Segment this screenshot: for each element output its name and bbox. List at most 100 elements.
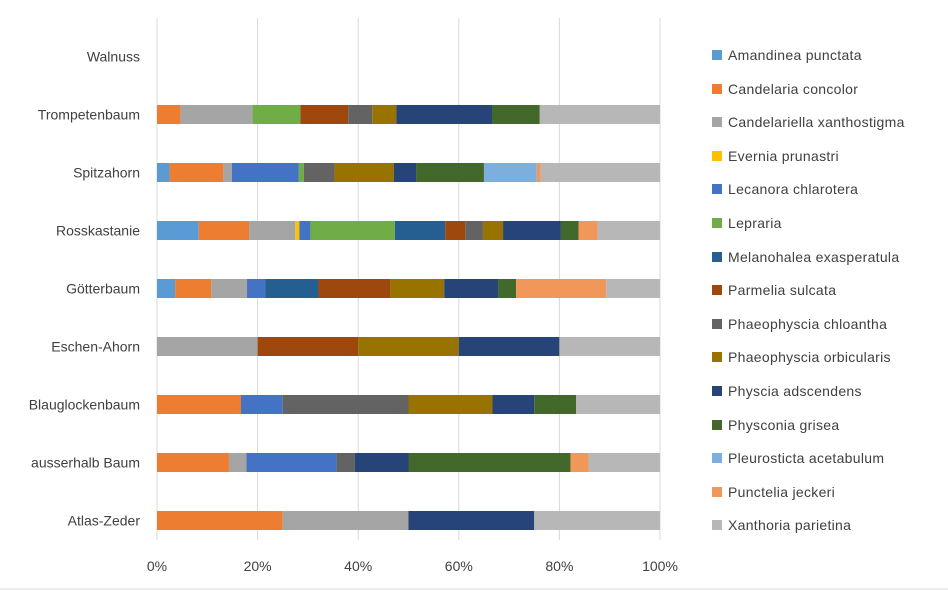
bar-segment — [157, 453, 229, 472]
legend-item: Evernia prunastri — [712, 146, 839, 166]
legend-swatch — [712, 50, 722, 60]
bar-segment — [445, 221, 466, 240]
bar-segment — [241, 395, 283, 414]
bar-segment — [257, 337, 359, 356]
bar-segment — [408, 453, 571, 472]
legend-label: Punctelia jeckeri — [728, 483, 836, 500]
bar-segment — [318, 279, 391, 298]
legend-item: Lepraria — [712, 213, 782, 233]
bar-segment — [300, 105, 349, 124]
bar-segment — [358, 337, 459, 356]
legend-item: Phaeophyscia chloantha — [712, 314, 887, 334]
bar-segment — [491, 105, 540, 124]
bar-segment — [483, 163, 537, 182]
legend-item: Candelaria concolor — [712, 79, 858, 99]
x-tick-label: 100% — [642, 558, 678, 574]
legend-swatch — [712, 318, 722, 329]
bar-segment — [157, 511, 283, 530]
bar-segment — [606, 279, 660, 298]
bar-segment — [560, 221, 579, 240]
legend-swatch — [712, 218, 722, 228]
bar-segment — [354, 453, 409, 472]
bar-segment — [157, 337, 258, 356]
legend-label: Phaeophyscia orbicularis — [728, 349, 891, 366]
legend-label: Amandinea punctata — [728, 47, 862, 63]
category-label: Rosskastanie — [56, 223, 140, 239]
legend-item: Amandinea punctata — [712, 45, 862, 65]
bar-segment — [536, 163, 541, 182]
x-tick-label: 80% — [545, 558, 573, 574]
bar-segment — [416, 163, 484, 182]
legend-swatch — [712, 352, 722, 363]
bar-segment — [157, 105, 181, 124]
bar-segment — [390, 279, 445, 298]
bar-segment — [180, 105, 253, 124]
legend-swatch — [712, 419, 722, 430]
bar-segment — [282, 395, 409, 414]
legend-item: Xanthoria parietina — [712, 515, 851, 535]
legend-swatch — [712, 386, 722, 396]
bar-segment — [169, 163, 224, 182]
bar-segment — [503, 221, 561, 240]
bar-segment — [157, 395, 242, 414]
legend-item: Parmelia sulcata — [712, 280, 836, 300]
bar-segment — [492, 395, 535, 414]
bar-segment — [157, 163, 170, 182]
bar-segment — [198, 221, 250, 240]
legend-swatch — [712, 520, 722, 531]
x-tick-label: 40% — [344, 558, 372, 574]
bar-segment — [223, 163, 232, 182]
bar-segment — [295, 221, 300, 240]
legend-label: Candelariella xanthostigma — [728, 114, 905, 131]
legend-item: Pleurosticta acetabulum — [712, 448, 884, 468]
bar-segment — [516, 279, 607, 298]
bar-segment — [458, 337, 560, 356]
bar-segment — [228, 453, 247, 472]
bar-segment — [597, 221, 660, 240]
bar-segment — [310, 221, 395, 240]
bar-segment — [482, 221, 504, 240]
category-labels: Walnuss Trompetenbaum Spitzahorn Rosskastan… — [29, 49, 141, 529]
bar-segment — [396, 105, 492, 124]
legend-label: Evernia prunastri — [728, 147, 839, 164]
bar-segment — [534, 395, 576, 414]
x-tick-label: 20% — [244, 558, 272, 574]
bar-segment — [372, 105, 397, 124]
category-label: Walnuss — [87, 49, 140, 65]
bar-segment — [393, 163, 417, 182]
bar-segment — [246, 453, 337, 472]
legend-label: Physcia adscendens — [728, 383, 862, 399]
legend-swatch — [712, 486, 722, 497]
legend-label: Parmelia sulcata — [728, 282, 837, 299]
bar-segment — [298, 163, 304, 182]
category-label: Trompetenbaum — [38, 107, 140, 123]
bar-segment — [249, 221, 296, 240]
legend-swatch — [712, 285, 722, 296]
bar-segment — [157, 221, 199, 240]
bar-segment — [265, 279, 319, 298]
bar-segment — [408, 511, 535, 530]
bar-segment — [534, 511, 660, 530]
bar-segment — [157, 279, 176, 298]
bar-segment — [282, 511, 409, 530]
legend-item: Candelariella xanthostigma — [712, 112, 905, 132]
bar-segment — [175, 279, 212, 298]
bars — [157, 105, 660, 530]
bar-segment — [465, 221, 483, 240]
legend-label: Lecanora chlarotera — [728, 181, 859, 198]
legend-item: Melanohalea exasperatula — [712, 247, 899, 267]
bar-segment — [540, 163, 660, 182]
bar-segment — [394, 221, 446, 240]
bar-segment — [578, 221, 598, 240]
category-label: Eschen-Ahorn — [51, 339, 140, 355]
legend-item: Punctelia jeckeri — [712, 482, 835, 502]
bar-segment — [211, 279, 248, 298]
bar-segment — [575, 395, 660, 414]
legend-label: Physconia grisea — [728, 416, 840, 433]
bar-segment — [444, 279, 499, 298]
legend-label: Pleurosticta acetabulum — [728, 450, 885, 467]
legend-label: Phaeophyscia chloantha — [728, 315, 888, 332]
bar-segment — [539, 105, 660, 124]
x-tick-label: 0% — [147, 558, 167, 574]
bar-segment — [252, 105, 301, 124]
